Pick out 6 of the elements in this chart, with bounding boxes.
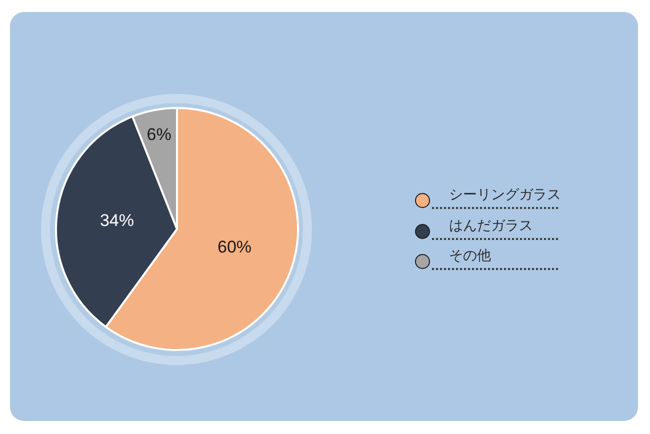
data-label: 6% [146, 124, 171, 144]
legend-label: シーリングガラス [449, 187, 561, 203]
legend-label: はんだガラス [449, 218, 533, 234]
data-label: 34% [99, 211, 134, 230]
legend-label: その他 [449, 248, 491, 264]
data-label: 60% [217, 237, 252, 256]
